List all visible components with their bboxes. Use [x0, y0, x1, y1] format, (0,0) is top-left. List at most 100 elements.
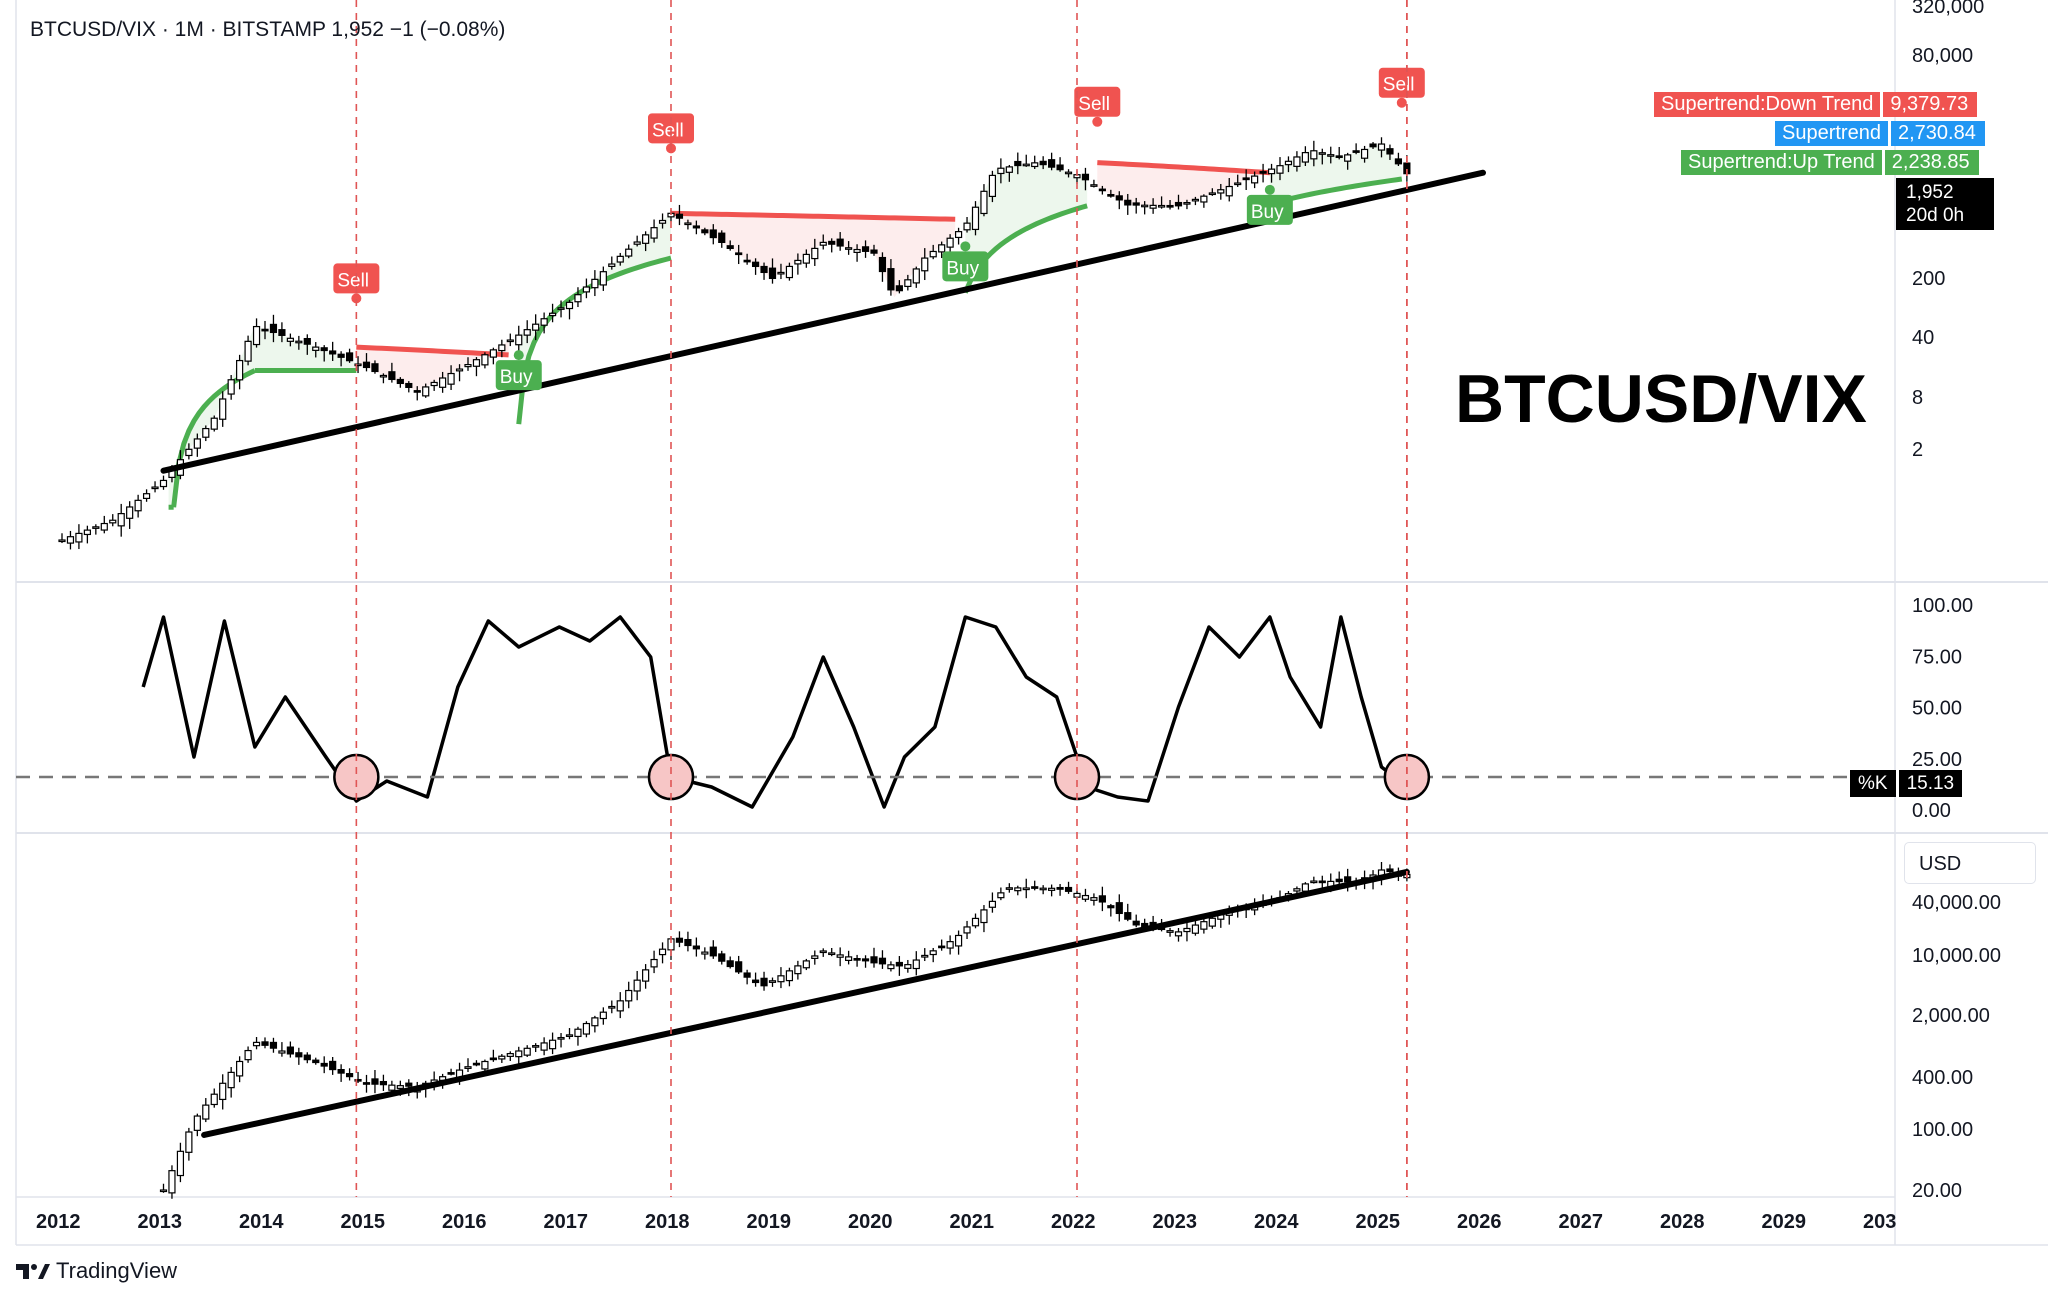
y-tick-label: 400.00 — [1912, 1067, 1973, 1089]
btcusd-vix-candle — [861, 246, 870, 252]
btcusd-candle — [735, 961, 743, 973]
btcusd-vix-candle — [1031, 162, 1039, 168]
oversold-marker — [1053, 753, 1101, 801]
btcusd-vix-candle — [1394, 158, 1403, 165]
currency-selector[interactable]: USD — [1904, 842, 2036, 884]
btcusd-vix-candle — [447, 372, 455, 385]
oversold-marker — [1383, 753, 1431, 801]
btcusd-candle — [895, 961, 903, 967]
btcusd-candle — [1124, 912, 1132, 920]
btcusd-candle — [1386, 868, 1394, 873]
btcusd-vix-candle — [422, 386, 430, 397]
signal-dot — [960, 241, 971, 252]
btcusd-vix-candle — [1141, 204, 1149, 208]
supertrend-down-line-fill — [671, 213, 956, 298]
btcusd-vix-candle — [819, 241, 827, 246]
btcusd-candle — [565, 1034, 574, 1037]
buy-signal-text: Buy — [1251, 202, 1284, 223]
btcusd-vix-candle — [718, 232, 726, 244]
btcusd-vix-candle — [185, 448, 193, 457]
btcusd-vix-candle — [828, 240, 836, 245]
btcusd-vix-candle — [1014, 160, 1022, 167]
btcusd-candle — [929, 950, 937, 956]
x-tick-label: 203 — [1863, 1211, 1896, 1233]
buy-signal-text: Buy — [946, 258, 979, 279]
btcusd-candle — [396, 1085, 404, 1089]
btcusd-vix-candle — [439, 377, 447, 388]
x-tick-label: 2014 — [239, 1211, 284, 1233]
btcusd-vix-candle — [1284, 160, 1293, 166]
btcusd-vix-candle — [1005, 166, 1013, 173]
btcusd-vix-candle — [1208, 192, 1216, 196]
btcusd-candle — [1191, 924, 1200, 934]
btcusd-candle — [938, 945, 946, 949]
btcusd-vix-candle — [997, 167, 1005, 175]
y-tick-label: 320,000 — [1912, 0, 1984, 18]
supertrend-up-line — [171, 368, 256, 508]
btcusd-candle — [988, 900, 997, 908]
btcusd-vix-candle — [388, 371, 396, 381]
btcusd-vix-candle — [751, 261, 760, 268]
btcusd-vix-candle — [117, 513, 125, 527]
btcusd-vix-candle — [785, 265, 794, 279]
btcusd-candle — [345, 1073, 354, 1078]
btcusd-candle — [870, 956, 878, 964]
btcusd-candle — [726, 960, 734, 968]
tradingview-brand[interactable]: TradingView — [16, 1258, 177, 1284]
btcusd-candle — [1174, 931, 1183, 937]
btcusd-vix-candle — [887, 268, 895, 291]
btcusd-candle — [523, 1047, 531, 1056]
x-tick-label: 2016 — [442, 1211, 487, 1233]
btcusd-vix-candle — [1327, 154, 1335, 157]
btcusd-vix-candle — [481, 354, 489, 366]
btcusd-vix-candle — [151, 486, 159, 490]
legend-mid-label: Supertrend — [1775, 121, 1888, 146]
btcusd-candle — [616, 1000, 624, 1012]
btcusd-vix-candle — [1064, 171, 1073, 175]
btcusd-vix-candle — [650, 227, 658, 239]
btcusd-vix-candle — [100, 522, 108, 531]
btcusd-candle — [515, 1050, 523, 1058]
btcusd-candle — [1115, 902, 1123, 915]
btcusd-vix-candle — [938, 244, 946, 253]
symbol-header: BTCUSD/VIX · 1M · BITSTAMP 1,952 −1 (−0.… — [30, 18, 506, 41]
btcusd-candle — [312, 1059, 320, 1064]
btcusd-candle — [1090, 897, 1098, 901]
btcusd-vix-candle — [574, 294, 582, 303]
btcusd-candle — [295, 1052, 303, 1058]
btcusd-vix-candle — [1090, 184, 1098, 187]
btcusd-vix-candle — [548, 312, 557, 317]
btcusd-vix-candle — [1217, 189, 1225, 194]
btcusd-candle — [963, 926, 971, 934]
btcusd-candle — [176, 1150, 185, 1177]
supertrend-up-line-fill — [254, 325, 357, 371]
btcusd-candle — [751, 979, 760, 984]
btcusd-candle — [1056, 886, 1064, 890]
supertrend-down-line — [1097, 160, 1271, 176]
brand-name: TradingView — [56, 1258, 178, 1283]
oversold-marker — [647, 753, 695, 801]
btcusd-vix-candle — [540, 318, 548, 326]
y-tick-label: 40 — [1912, 327, 1934, 349]
btcusd-vix-candle — [506, 339, 514, 343]
btcusd-candle — [633, 979, 641, 992]
x-tick-label: 2029 — [1762, 1211, 1807, 1233]
y-tick-label: 50.00 — [1912, 698, 1962, 720]
btcusd-candle — [447, 1072, 455, 1075]
btcusd-candle — [853, 957, 861, 961]
btcusd-candle — [1064, 886, 1073, 892]
btcusd-candle — [329, 1060, 337, 1071]
btcusd-candle — [777, 975, 785, 983]
legend-supertrend: Supertrend 2,730.84 — [1775, 121, 1985, 146]
btcusd-candle — [608, 1005, 616, 1009]
btcusd-vix-candle — [1251, 175, 1259, 184]
btcusd-candle — [904, 964, 912, 969]
btcusd-candle — [252, 1041, 261, 1047]
sell-signal-label — [648, 113, 694, 144]
legend-down-label: Supertrend:Down Trend — [1654, 92, 1881, 117]
btcusd-vix-candle — [1293, 156, 1301, 167]
btcusd-candle — [354, 1078, 362, 1082]
btcusd-candle — [481, 1060, 489, 1070]
x-tick-label: 2020 — [848, 1211, 893, 1233]
